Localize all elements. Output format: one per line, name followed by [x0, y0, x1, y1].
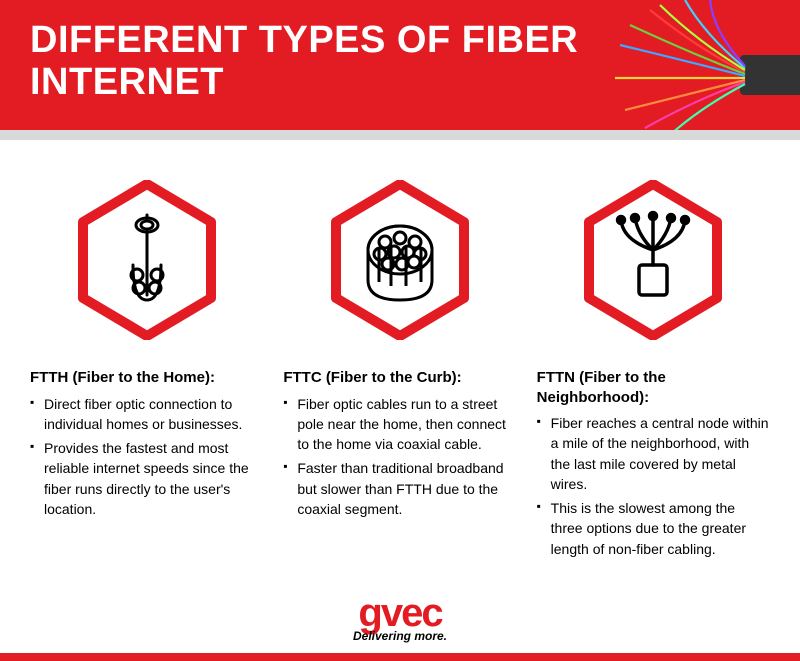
column-ftth: FTTH (Fiber to the Home): Direct fiber o… — [30, 170, 263, 563]
list-item: This is the slowest among the three opti… — [537, 498, 770, 559]
logo-text: gvec — [0, 595, 800, 631]
list-item: Provides the fastest and most reliable i… — [30, 438, 263, 519]
column-title: FTTH (Fiber to the Home): — [30, 368, 215, 388]
divider-bar — [0, 130, 800, 140]
list-item: Direct fiber optic connection to individ… — [30, 394, 263, 435]
bottom-accent-bar — [0, 653, 800, 661]
column-list: Fiber optic cables run to a street pole … — [283, 394, 516, 524]
column-title: FTTN (Fiber to the Neighborhood): — [537, 368, 770, 407]
list-item: Fiber optic cables run to a street pole … — [283, 394, 516, 455]
column-list: Fiber reaches a central node within a mi… — [537, 413, 770, 563]
header-banner: DIFFERENT TYPES OF FIBER INTERNET — [0, 0, 800, 130]
bundle-cable-icon — [368, 226, 432, 300]
fiber-cable-illustration — [590, 0, 800, 130]
hex-badge — [320, 170, 480, 350]
content-row: FTTH (Fiber to the Home): Direct fiber o… — [0, 140, 800, 573]
list-item: Faster than traditional broadband but sl… — [283, 458, 516, 519]
logo-tagline: Delivering more. — [0, 629, 800, 643]
list-item: Fiber reaches a central node within a mi… — [537, 413, 770, 494]
column-title: FTTC (Fiber to the Curb): — [283, 368, 461, 388]
footer-logo: gvec Delivering more. — [0, 595, 800, 643]
hex-badge — [573, 170, 733, 350]
column-fttn: FTTN (Fiber to the Neighborhood): Fiber … — [537, 170, 770, 563]
column-list: Direct fiber optic connection to individ… — [30, 394, 263, 524]
hex-badge — [67, 170, 227, 350]
column-fttc: FTTC (Fiber to the Curb): Fiber optic ca… — [283, 170, 516, 563]
